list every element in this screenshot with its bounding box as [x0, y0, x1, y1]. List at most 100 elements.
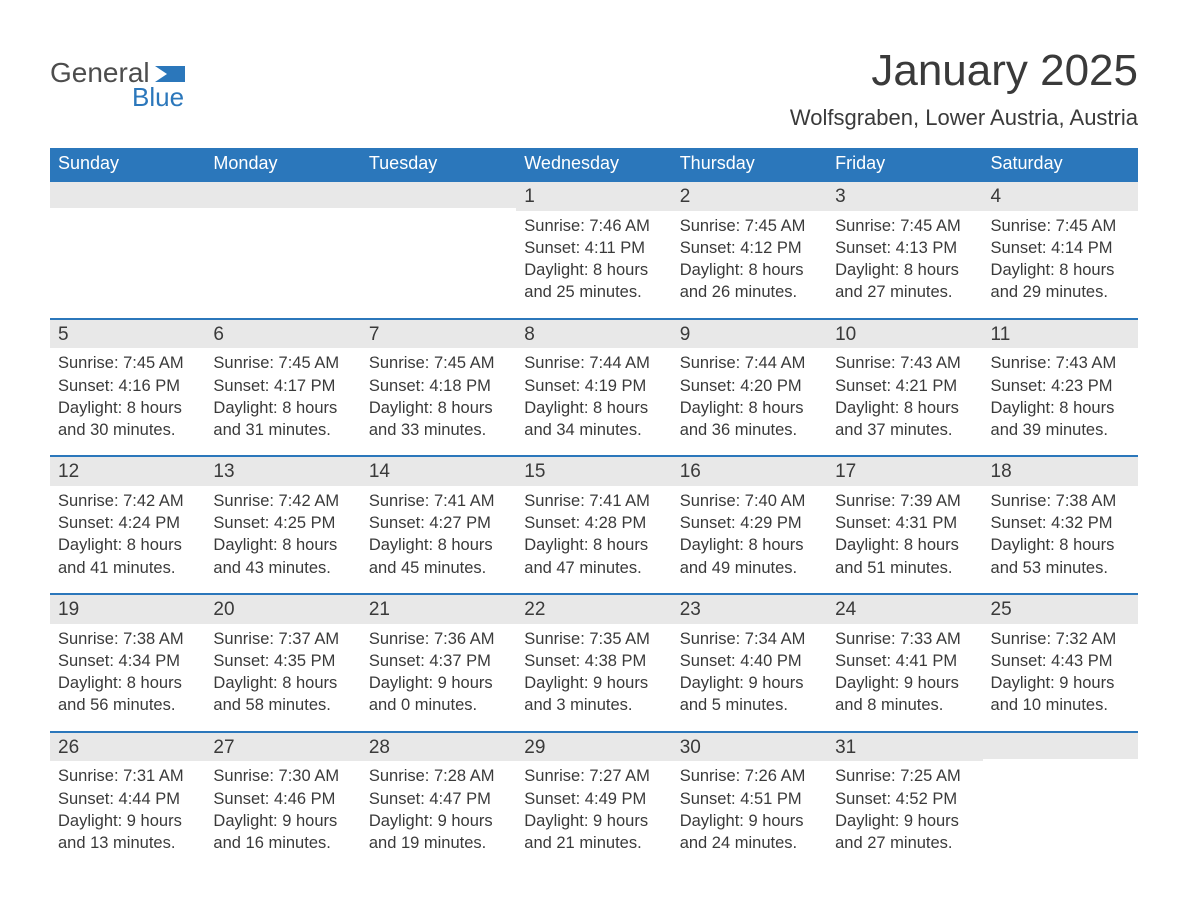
- day-cell: 9Sunrise: 7:44 AMSunset: 4:20 PMDaylight…: [672, 320, 827, 456]
- date-number: 8: [516, 320, 671, 349]
- daylight-text: Daylight: 9 hours and 19 minutes.: [369, 810, 508, 855]
- daylight-text: Daylight: 8 hours and 25 minutes.: [524, 259, 663, 304]
- daylight-text: Daylight: 8 hours and 51 minutes.: [835, 534, 974, 579]
- day-cell: 2Sunrise: 7:45 AMSunset: 4:12 PMDaylight…: [672, 182, 827, 318]
- day-cell: 6Sunrise: 7:45 AMSunset: 4:17 PMDaylight…: [205, 320, 360, 456]
- daylight-text: Daylight: 9 hours and 10 minutes.: [991, 672, 1130, 717]
- date-number: 21: [361, 595, 516, 624]
- day-cell: 12Sunrise: 7:42 AMSunset: 4:24 PMDayligh…: [50, 457, 205, 593]
- calendar-grid: Sunday Monday Tuesday Wednesday Thursday…: [50, 148, 1138, 869]
- calendar-page: General Blue January 2025 Wolfsgraben, L…: [0, 0, 1188, 918]
- sunset-text: Sunset: 4:21 PM: [835, 375, 974, 397]
- sunset-text: Sunset: 4:12 PM: [680, 237, 819, 259]
- sunrise-text: Sunrise: 7:38 AM: [58, 628, 197, 650]
- date-number: 25: [983, 595, 1138, 624]
- daylight-text: Daylight: 8 hours and 58 minutes.: [213, 672, 352, 717]
- daylight-text: Daylight: 8 hours and 39 minutes.: [991, 397, 1130, 442]
- date-number: 5: [50, 320, 205, 349]
- date-number: 22: [516, 595, 671, 624]
- day-cell: 1Sunrise: 7:46 AMSunset: 4:11 PMDaylight…: [516, 182, 671, 318]
- date-number: 6: [205, 320, 360, 349]
- week-row: 5Sunrise: 7:45 AMSunset: 4:16 PMDaylight…: [50, 318, 1138, 456]
- date-number: 2: [672, 182, 827, 211]
- daylight-text: Daylight: 8 hours and 53 minutes.: [991, 534, 1130, 579]
- date-number: 15: [516, 457, 671, 486]
- sunrise-text: Sunrise: 7:46 AM: [524, 215, 663, 237]
- daylight-text: Daylight: 8 hours and 49 minutes.: [680, 534, 819, 579]
- date-number: 13: [205, 457, 360, 486]
- sunrise-text: Sunrise: 7:41 AM: [524, 490, 663, 512]
- weekday-header: Friday: [827, 148, 982, 180]
- sunset-text: Sunset: 4:52 PM: [835, 788, 974, 810]
- weekday-header: Saturday: [983, 148, 1138, 180]
- month-title: January 2025: [790, 46, 1138, 97]
- date-number: 14: [361, 457, 516, 486]
- location-subtitle: Wolfsgraben, Lower Austria, Austria: [790, 105, 1138, 130]
- sunrise-text: Sunrise: 7:45 AM: [680, 215, 819, 237]
- day-cell: 29Sunrise: 7:27 AMSunset: 4:49 PMDayligh…: [516, 733, 671, 869]
- sunset-text: Sunset: 4:35 PM: [213, 650, 352, 672]
- date-number: 10: [827, 320, 982, 349]
- date-number: 27: [205, 733, 360, 762]
- date-number: 16: [672, 457, 827, 486]
- date-number: 11: [983, 320, 1138, 349]
- daylight-text: Daylight: 8 hours and 29 minutes.: [991, 259, 1130, 304]
- day-cell: 7Sunrise: 7:45 AMSunset: 4:18 PMDaylight…: [361, 320, 516, 456]
- daylight-text: Daylight: 9 hours and 3 minutes.: [524, 672, 663, 717]
- daylight-text: Daylight: 8 hours and 33 minutes.: [369, 397, 508, 442]
- week-row: 26Sunrise: 7:31 AMSunset: 4:44 PMDayligh…: [50, 731, 1138, 869]
- sunset-text: Sunset: 4:37 PM: [369, 650, 508, 672]
- day-cell: 14Sunrise: 7:41 AMSunset: 4:27 PMDayligh…: [361, 457, 516, 593]
- sunrise-text: Sunrise: 7:41 AM: [369, 490, 508, 512]
- sunrise-text: Sunrise: 7:27 AM: [524, 765, 663, 787]
- daylight-text: Daylight: 8 hours and 41 minutes.: [58, 534, 197, 579]
- sunrise-text: Sunrise: 7:34 AM: [680, 628, 819, 650]
- date-number: [205, 182, 360, 208]
- day-cell: [205, 182, 360, 318]
- sunrise-text: Sunrise: 7:43 AM: [835, 352, 974, 374]
- daylight-text: Daylight: 9 hours and 0 minutes.: [369, 672, 508, 717]
- date-number: 9: [672, 320, 827, 349]
- date-number: 3: [827, 182, 982, 211]
- daylight-text: Daylight: 8 hours and 45 minutes.: [369, 534, 508, 579]
- day-cell: 22Sunrise: 7:35 AMSunset: 4:38 PMDayligh…: [516, 595, 671, 731]
- daylight-text: Daylight: 8 hours and 47 minutes.: [524, 534, 663, 579]
- weekday-header: Tuesday: [361, 148, 516, 180]
- sunset-text: Sunset: 4:40 PM: [680, 650, 819, 672]
- daylight-text: Daylight: 8 hours and 30 minutes.: [58, 397, 197, 442]
- weeks-container: 1Sunrise: 7:46 AMSunset: 4:11 PMDaylight…: [50, 180, 1138, 869]
- weekday-header: Thursday: [672, 148, 827, 180]
- sunset-text: Sunset: 4:11 PM: [524, 237, 663, 259]
- sunset-text: Sunset: 4:34 PM: [58, 650, 197, 672]
- sunset-text: Sunset: 4:19 PM: [524, 375, 663, 397]
- daylight-text: Daylight: 9 hours and 27 minutes.: [835, 810, 974, 855]
- title-block: January 2025 Wolfsgraben, Lower Austria,…: [790, 46, 1138, 130]
- daylight-text: Daylight: 8 hours and 37 minutes.: [835, 397, 974, 442]
- sunrise-text: Sunrise: 7:28 AM: [369, 765, 508, 787]
- weekday-header-row: Sunday Monday Tuesday Wednesday Thursday…: [50, 148, 1138, 180]
- sunrise-text: Sunrise: 7:39 AM: [835, 490, 974, 512]
- daylight-text: Daylight: 8 hours and 56 minutes.: [58, 672, 197, 717]
- daylight-text: Daylight: 9 hours and 16 minutes.: [213, 810, 352, 855]
- sunrise-text: Sunrise: 7:45 AM: [991, 215, 1130, 237]
- day-cell: 20Sunrise: 7:37 AMSunset: 4:35 PMDayligh…: [205, 595, 360, 731]
- daylight-text: Daylight: 8 hours and 43 minutes.: [213, 534, 352, 579]
- sunset-text: Sunset: 4:23 PM: [991, 375, 1130, 397]
- day-cell: 13Sunrise: 7:42 AMSunset: 4:25 PMDayligh…: [205, 457, 360, 593]
- sunrise-text: Sunrise: 7:38 AM: [991, 490, 1130, 512]
- daylight-text: Daylight: 9 hours and 24 minutes.: [680, 810, 819, 855]
- date-number: 28: [361, 733, 516, 762]
- date-number: [361, 182, 516, 208]
- sunset-text: Sunset: 4:41 PM: [835, 650, 974, 672]
- sunset-text: Sunset: 4:18 PM: [369, 375, 508, 397]
- day-cell: 10 Sunrise: 7:43 AMSunset: 4:21 PMDayligh…: [827, 320, 982, 456]
- date-number: 12: [50, 457, 205, 486]
- day-cell: 3Sunrise: 7:45 AMSunset: 4:13 PMDaylight…: [827, 182, 982, 318]
- daylight-text: Daylight: 9 hours and 13 minutes.: [58, 810, 197, 855]
- date-number: 31: [827, 733, 982, 762]
- logo-text-bottom: Blue: [132, 82, 184, 112]
- daylight-text: Daylight: 9 hours and 8 minutes.: [835, 672, 974, 717]
- day-cell: 17Sunrise: 7:39 AMSunset: 4:31 PMDayligh…: [827, 457, 982, 593]
- sunrise-text: Sunrise: 7:36 AM: [369, 628, 508, 650]
- day-cell: 21 Sunrise: 7:36 AMSunset: 4:37 PMDayligh…: [361, 595, 516, 731]
